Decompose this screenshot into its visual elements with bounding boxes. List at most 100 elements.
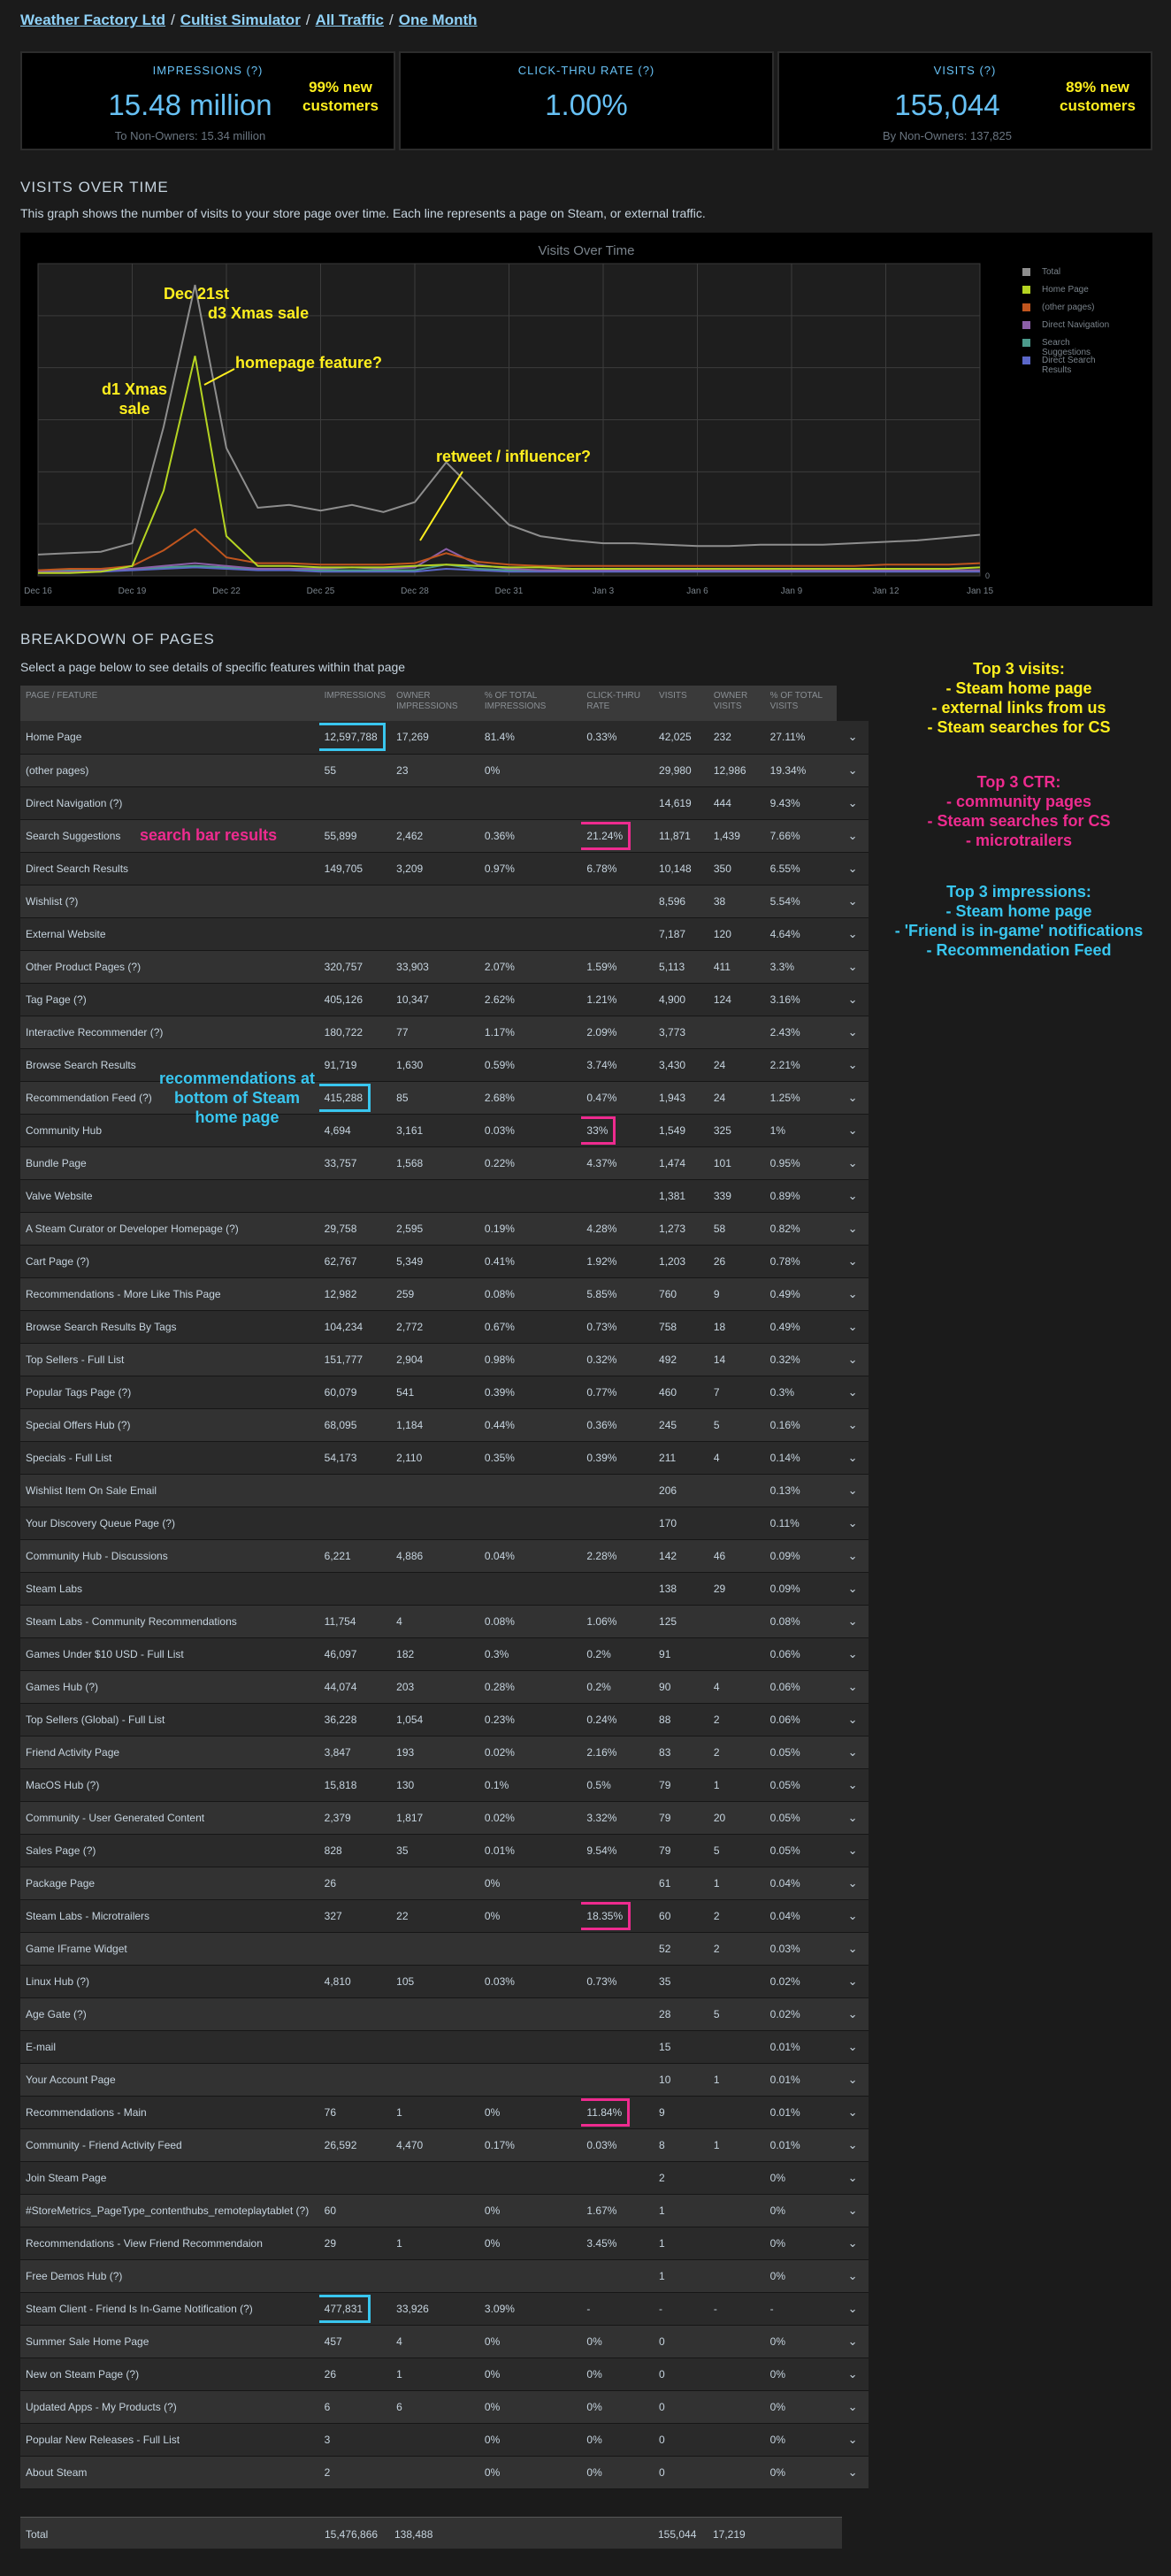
table-row[interactable]: Community - Friend Activity Feed 26,592 4,… xyxy=(20,2128,869,2162)
table-row[interactable]: Updated Apps - My Products (?) 6 6 0% 0% 0 0% ⌄ xyxy=(20,2390,869,2424)
table-row[interactable]: Community - User Generated Content 2,379 1… xyxy=(20,1801,869,1835)
chevron-down-icon[interactable]: ⌄ xyxy=(837,819,869,853)
chevron-down-icon[interactable]: ⌄ xyxy=(837,1997,869,2031)
chevron-down-icon[interactable]: ⌄ xyxy=(837,1834,869,1867)
table-row[interactable]: External Website 7,187 120 4.64% ⌄ xyxy=(20,917,869,951)
legend-label[interactable]: Direct Navigation xyxy=(1042,320,1110,330)
table-row[interactable]: Top Sellers - Full List 151,777 2,904 0.98%… xyxy=(20,1343,869,1376)
chevron-down-icon[interactable]: ⌄ xyxy=(837,1277,869,1311)
table-row[interactable]: Interactive Recommender (?) 180,722 77 1.17… xyxy=(20,1016,869,1049)
chevron-down-icon[interactable]: ⌄ xyxy=(837,1441,869,1475)
chevron-down-icon[interactable]: ⌄ xyxy=(837,2390,869,2424)
chevron-down-icon[interactable]: ⌄ xyxy=(837,1376,869,1409)
visits-label[interactable]: VISITS (?) xyxy=(933,64,997,77)
table-row[interactable]: E-mail 15 0.01% ⌄ xyxy=(20,2030,869,2064)
table-row[interactable]: Community Hub - Discussions 6,221 4,886 0.0… xyxy=(20,1539,869,1573)
table-row[interactable]: Special Offers Hub (?) 68,095 1,184 0.44% 0.… xyxy=(20,1408,869,1442)
chevron-down-icon[interactable]: ⌄ xyxy=(837,2096,869,2129)
chevron-down-icon[interactable]: ⌄ xyxy=(837,1179,869,1213)
chevron-down-icon[interactable]: ⌄ xyxy=(837,1867,869,1900)
chevron-down-icon[interactable]: ⌄ xyxy=(837,852,869,886)
chevron-down-icon[interactable]: ⌄ xyxy=(837,885,869,918)
table-row[interactable]: Specials - Full List 54,173 2,110 0.35% 0.39… xyxy=(20,1441,869,1475)
table-row[interactable]: New on Steam Page (?) 26 1 0% 0% 0 0% ⌄ xyxy=(20,2358,869,2391)
table-row[interactable]: Top Sellers (Global) - Full List 36,228 1,… xyxy=(20,1703,869,1736)
chevron-down-icon[interactable]: ⌄ xyxy=(837,2161,869,2195)
table-row[interactable]: Your Account Page 10 1 0.01% ⌄ xyxy=(20,2063,869,2097)
chevron-down-icon[interactable]: ⌄ xyxy=(837,1899,869,1933)
table-row[interactable]: Bundle Page 33,757 1,568 0.22% 4.37% 1,474 101… xyxy=(20,1146,869,1180)
breadcrumb-traffic-link[interactable]: All Traffic xyxy=(315,12,385,28)
table-row[interactable]: Search Suggestions 55,899 2,462 0.36% 21.24%… xyxy=(20,819,869,853)
breadcrumb-game-link[interactable]: Cultist Simulator xyxy=(180,12,301,28)
table-row[interactable]: Age Gate (?) 28 5 0.02% ⌄ xyxy=(20,1997,869,2031)
chevron-down-icon[interactable]: ⌄ xyxy=(837,1768,869,1802)
ctr-label[interactable]: CLICK-THRU RATE (?) xyxy=(517,64,655,77)
chevron-down-icon[interactable]: ⌄ xyxy=(837,1212,869,1246)
table-row[interactable]: Recommendation Feed (?) 415,288 85 2.68% 0.4… xyxy=(20,1081,869,1115)
chevron-down-icon[interactable]: ⌄ xyxy=(837,1932,869,1966)
table-row[interactable]: Cart Page (?) 62,767 5,349 0.41% 1.92% 1,203 2… xyxy=(20,1245,869,1278)
chevron-down-icon[interactable]: ⌄ xyxy=(837,1670,869,1704)
table-row[interactable]: Community Hub 4,694 3,161 0.03% 33% 1,549 325 1… xyxy=(20,1114,869,1147)
chevron-down-icon[interactable]: ⌄ xyxy=(837,1605,869,1638)
chevron-down-icon[interactable]: ⌄ xyxy=(837,2227,869,2260)
table-row[interactable]: Package Page 26 0% 61 1 0.04% ⌄ xyxy=(20,1867,869,1900)
table-row[interactable]: Your Discovery Queue Page (?) 170 0.11% ⌄ xyxy=(20,1506,869,1540)
chevron-down-icon[interactable]: ⌄ xyxy=(837,983,869,1016)
table-row[interactable]: MacOS Hub (?) 15,818 130 0.1% 0.5% 79 1 0.05% ⌄ xyxy=(20,1768,869,1802)
chevron-down-icon[interactable]: ⌄ xyxy=(837,1474,869,1507)
legend-label[interactable]: Direct Search Results xyxy=(1042,356,1096,375)
chevron-down-icon[interactable]: ⌄ xyxy=(837,2259,869,2293)
chevron-down-icon[interactable]: ⌄ xyxy=(837,786,869,820)
chevron-down-icon[interactable]: ⌄ xyxy=(837,1506,869,1540)
legend-label[interactable]: Total xyxy=(1042,267,1061,277)
chevron-down-icon[interactable]: ⌄ xyxy=(837,721,869,755)
table-row[interactable]: Join Steam Page 2 0% ⌄ xyxy=(20,2161,869,2195)
table-row[interactable]: Steam Client - Friend Is In-Game Notific… xyxy=(20,2292,869,2326)
table-row[interactable]: Steam Labs - Community Recommendations 11… xyxy=(20,1605,869,1638)
chevron-down-icon[interactable]: ⌄ xyxy=(837,1245,869,1278)
table-row[interactable]: Browse Search Results By Tags 104,234 2,77… xyxy=(20,1310,869,1344)
table-row[interactable]: Linux Hub (?) 4,810 105 0.03% 0.73% 35 0.02% ⌄ xyxy=(20,1965,869,1998)
chevron-down-icon[interactable]: ⌄ xyxy=(837,1637,869,1671)
table-row[interactable]: Direct Navigation (?) 14,619 444 9.43% ⌄ xyxy=(20,786,869,820)
table-row[interactable]: A Steam Curator or Developer Homepage (?… xyxy=(20,1212,869,1246)
legend-label[interactable]: (other pages) xyxy=(1042,303,1095,312)
legend-label[interactable]: Search Suggestions xyxy=(1042,338,1091,357)
chevron-down-icon[interactable]: ⌄ xyxy=(837,1572,869,1606)
chevron-down-icon[interactable]: ⌄ xyxy=(837,1408,869,1442)
breadcrumb-developer-link[interactable]: Weather Factory Ltd xyxy=(20,12,166,28)
table-row[interactable]: Steam Labs - Microtrailers 327 22 0% 18.35% 6… xyxy=(20,1899,869,1933)
table-row[interactable]: Recommendations - View Friend Recommenda… xyxy=(20,2227,869,2260)
chevron-down-icon[interactable]: ⌄ xyxy=(837,2358,869,2391)
table-row[interactable]: Wishlist (?) 8,596 38 5.54% ⌄ xyxy=(20,885,869,918)
table-row[interactable]: Direct Search Results 149,705 3,209 0.97% 6.… xyxy=(20,852,869,886)
chevron-down-icon[interactable]: ⌄ xyxy=(837,1736,869,1769)
chevron-down-icon[interactable]: ⌄ xyxy=(837,1114,869,1147)
legend-label[interactable]: Home Page xyxy=(1042,285,1089,295)
chevron-down-icon[interactable]: ⌄ xyxy=(837,2128,869,2162)
chevron-down-icon[interactable]: ⌄ xyxy=(837,950,869,984)
table-row[interactable]: Sales Page (?) 828 35 0.01% 9.54% 79 5 0.05% ⌄ xyxy=(20,1834,869,1867)
table-row[interactable]: Games Hub (?) 44,074 203 0.28% 0.2% 90 4 0.06% ⌄ xyxy=(20,1670,869,1704)
chevron-down-icon[interactable]: ⌄ xyxy=(837,1048,869,1082)
chevron-down-icon[interactable]: ⌄ xyxy=(837,2194,869,2227)
table-row[interactable]: Tag Page (?) 405,126 10,347 2.62% 1.21% 4,900… xyxy=(20,983,869,1016)
chevron-down-icon[interactable]: ⌄ xyxy=(837,2292,869,2326)
chevron-down-icon[interactable]: ⌄ xyxy=(837,1310,869,1344)
table-row[interactable]: Home Page 12,597,788 17,269 81.4% 0.33% 42,02… xyxy=(20,721,869,755)
chevron-down-icon[interactable]: ⌄ xyxy=(837,1965,869,1998)
table-row[interactable]: Wishlist Item On Sale Email 206 0.13% ⌄ xyxy=(20,1474,869,1507)
chevron-down-icon[interactable]: ⌄ xyxy=(837,917,869,951)
table-row[interactable]: Summer Sale Home Page 457 4 0% 0% 0 0% ⌄ xyxy=(20,2325,869,2358)
table-row[interactable]: Recommendations - Main 76 1 0% 11.84% 9 0.01% ⌄ xyxy=(20,2096,869,2129)
breadcrumb-period-link[interactable]: One Month xyxy=(398,12,478,28)
table-row[interactable]: Recommendations - More Like This Page 12,… xyxy=(20,1277,869,1311)
chevron-down-icon[interactable]: ⌄ xyxy=(837,1703,869,1736)
chevron-down-icon[interactable]: ⌄ xyxy=(837,2325,869,2358)
table-row[interactable]: About Steam 2 0% 0% 0 0% ⌄ xyxy=(20,2456,869,2489)
chevron-down-icon[interactable]: ⌄ xyxy=(837,2423,869,2457)
table-row[interactable]: Friend Activity Page 3,847 193 0.02% 2.16% 83… xyxy=(20,1736,869,1769)
impressions-label[interactable]: IMPRESSIONS (?) xyxy=(152,64,264,77)
